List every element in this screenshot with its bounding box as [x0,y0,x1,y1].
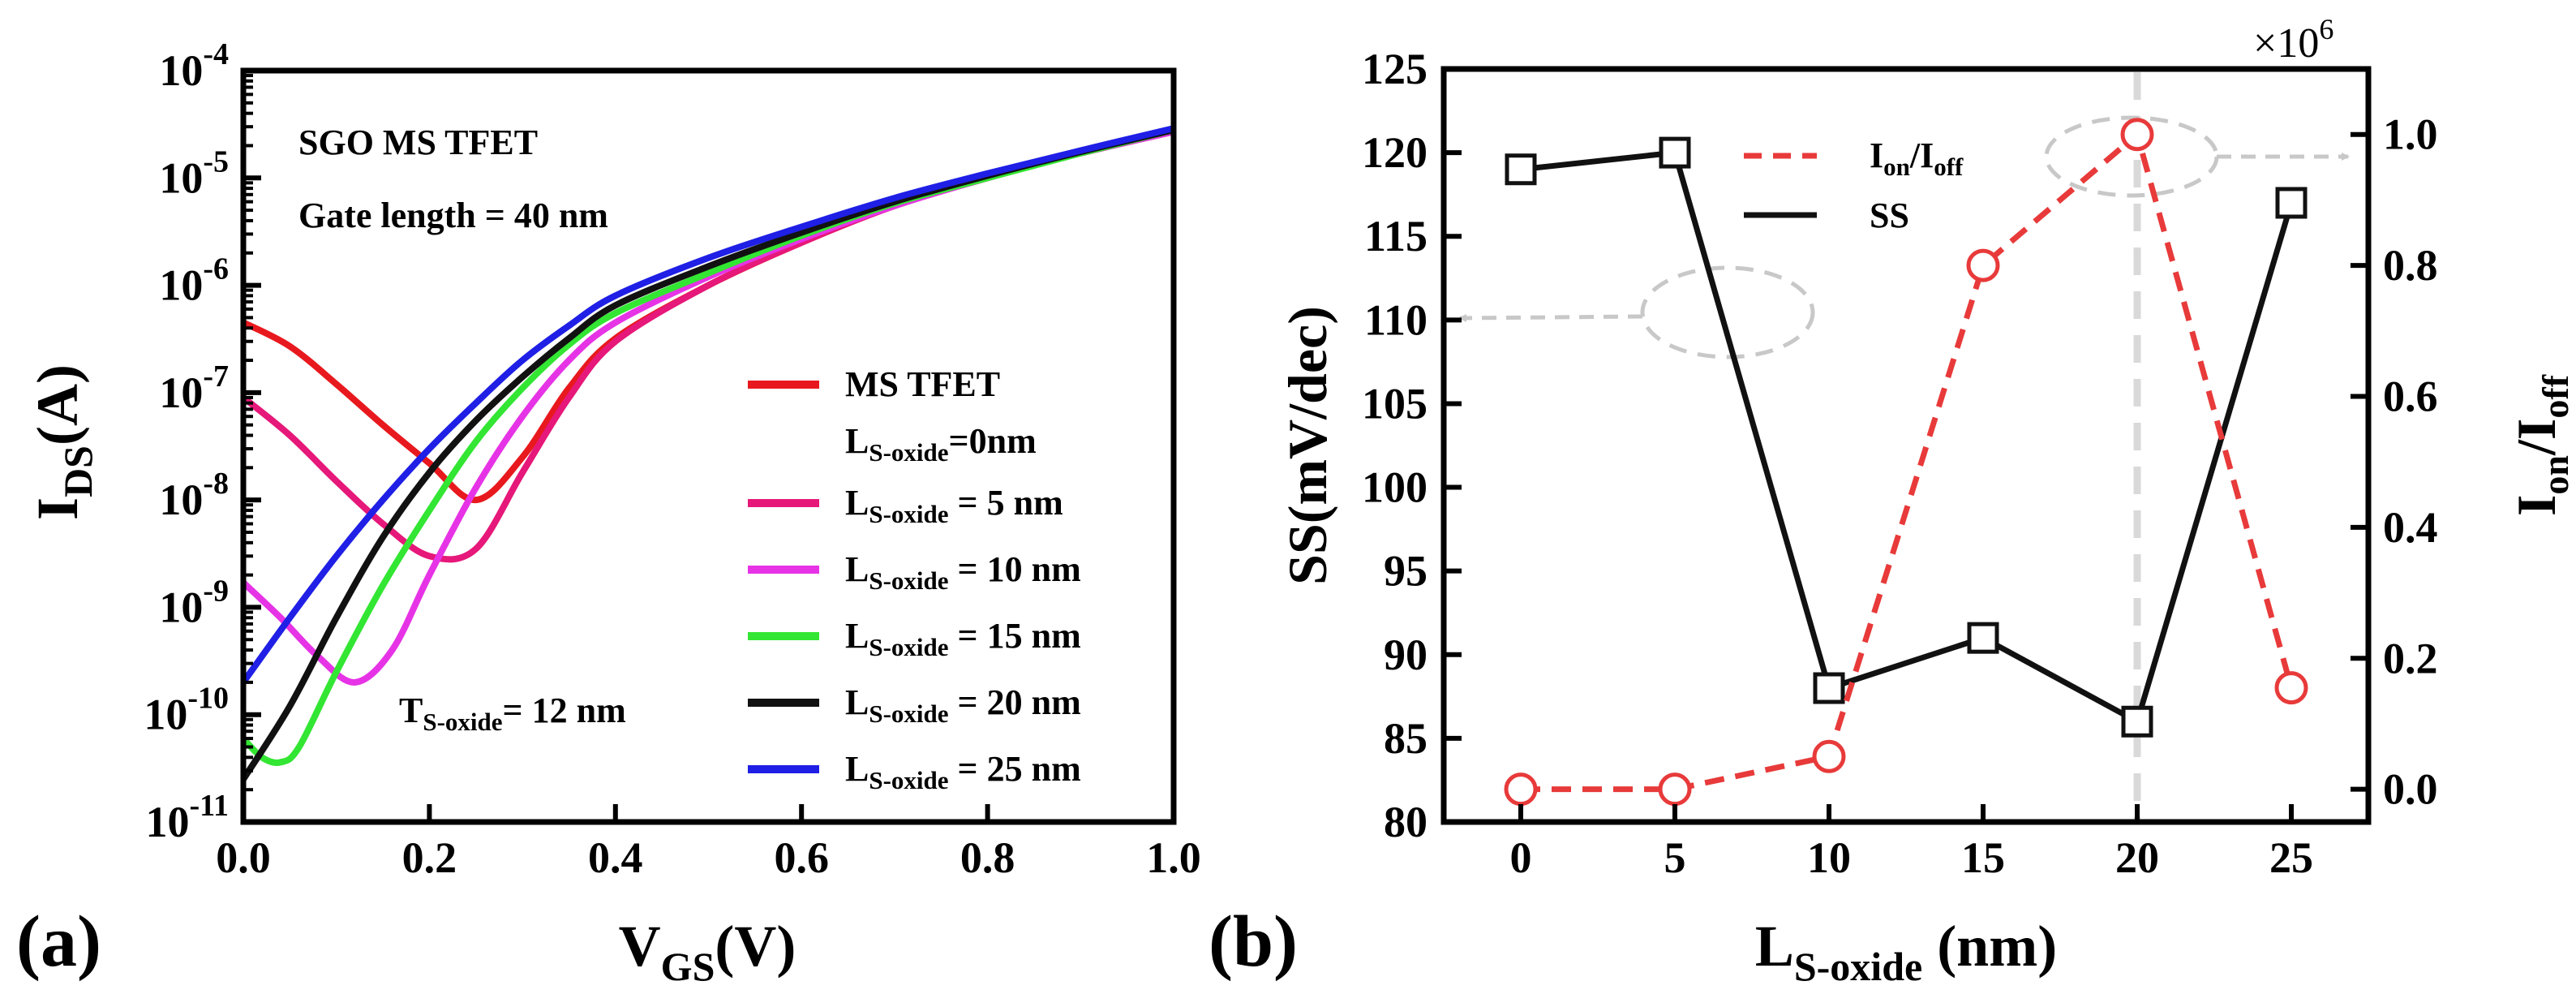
panel-a-x-ticks: 0.0 0.2 0.4 0.6 0.8 1.0 [216,804,1201,882]
left-tick-label: 95 [1384,547,1428,596]
legend-label-25nm: LS-oxide = 25 nm [845,749,1081,794]
ss-marker [1967,622,1999,654]
y-tick-label: 10-4 [159,37,229,95]
x-tick-label: 1.0 [1146,833,1201,882]
x-tick-label: 25 [2269,833,2313,882]
legend-label-5nm: LS-oxide = 5 nm [845,483,1063,528]
right-tick-label: 0.8 [2383,241,2438,290]
legend-label-ion-ioff: Ion/Ioff [1870,136,1964,181]
y-tick-label: 10-10 [144,682,229,739]
left-tick-label: 85 [1384,714,1428,763]
y-tick-label: 10-9 [159,574,229,631]
ss-marker [1813,672,1845,704]
panel-a-label: (a) [16,902,101,982]
ion-ioff-marker [2274,671,2308,705]
right-tick-label: 0.0 [2383,765,2438,814]
panel-a-legend: MS TFET LS-oxide=0nm LS-oxide = 5 nm LS-… [748,364,1081,794]
panel-a-oxide-thickness: TS-oxide= 12 nm [399,691,626,736]
panel-b-x-ticks: 0 5 10 15 20 25 [1510,804,2313,882]
left-tick-label: 110 [1364,295,1428,344]
x-tick-label: 0.4 [588,833,643,882]
ss-marker [1659,136,1691,169]
ion-ioff-marker [1504,772,1538,807]
panel-a-x-axis-label: VGS(V) [619,914,796,989]
panel-b-right-ticks: 0.0 0.2 0.4 0.6 0.8 1.0 [2351,110,2438,814]
x-tick-label: 20 [2115,833,2159,882]
panel-a-curves [240,125,1174,781]
panel-b-right-axis-label: Ion/Ioff [2505,374,2576,516]
legend-label-ms-tfet: MS TFET [845,364,1000,404]
panel-b-frame [1440,66,2372,825]
x-tick-label: 0.6 [774,833,829,882]
panel-b-right-multiplier: ×106 [2253,13,2333,67]
callout-ellipse-ss [1640,265,1815,359]
x-tick-label: 10 [1807,833,1851,882]
ion-ioff-marker [1966,248,2000,282]
legend-label-ms-tfet-line2: LS-oxide=0nm [845,421,1037,467]
panel-a-y-axis-label: IDS(A) [25,364,101,520]
callout-arrow-left [1458,313,1643,322]
left-tick-label: 125 [1362,45,1428,93]
right-tick-label: 1.0 [2383,110,2438,159]
legend-label-20nm: LS-oxide = 20 nm [845,682,1081,728]
x-tick-label: 0 [1510,833,1532,882]
x-tick-label: 0.0 [216,833,271,882]
right-tick-label: 0.6 [2383,372,2438,420]
panel-b-x-axis-label: LS-oxide (nm) [1755,914,2057,989]
left-tick-label: 90 [1384,630,1428,679]
x-tick-label: 5 [1664,833,1686,882]
series-line-ss [1520,149,2295,726]
x-tick-label: 15 [1961,833,2005,882]
x-tick-label: 0.2 [402,833,457,882]
legend-label-15nm: LS-oxide = 15 nm [845,616,1081,661]
left-tick-label: 80 [1384,798,1428,846]
series-line-ion-ioff [1521,129,2295,793]
right-tick-label: 0.4 [2383,503,2438,552]
ion-ioff-marker [1658,772,1692,807]
left-tick-label: 105 [1362,379,1428,428]
ss-marker [2121,705,2153,738]
y-tick-label: 10-11 [145,789,229,846]
panel-b-label: (b) [1209,902,1298,982]
left-tick-label: 100 [1362,463,1428,512]
left-tick-label: 115 [1364,212,1428,260]
panel-b-left-axis-label: SS(mV/dec) [1277,306,1338,585]
y-tick-label: 10-8 [159,467,229,524]
y-tick-label: 10-6 [159,252,229,310]
panel-a-y-ticks: 10-11 10-10 10-9 10-8 10-7 10-6 10-5 10-4 [144,37,261,846]
ion-ioff-marker [2120,118,2154,152]
panel-b-legend: Ion/Ioff SS [1744,136,1964,235]
panel-b-left-ticks: 80 85 90 95 100 105 110 115 120 125 [1362,45,1462,846]
panel-b-series [1504,118,2308,807]
panel-a-title: SGO MS TFET [298,123,538,162]
legend-label-ss: SS [1870,196,1909,235]
ion-ioff-marker [1812,739,1846,773]
x-tick-label: 0.8 [960,833,1015,882]
right-tick-label: 0.2 [2383,634,2438,682]
ss-marker [2275,187,2308,219]
left-tick-label: 120 [1362,128,1428,177]
y-tick-label: 10-5 [159,144,229,202]
legend-label-10nm: LS-oxide = 10 nm [845,549,1081,595]
series-line-l-s-oxide-25-nm [240,125,1174,685]
y-tick-label: 10-7 [159,359,229,417]
ss-marker [1505,153,1537,186]
panel-a-gate-length: Gate length = 40 nm [298,196,608,235]
panel-a-frame [240,67,1177,825]
